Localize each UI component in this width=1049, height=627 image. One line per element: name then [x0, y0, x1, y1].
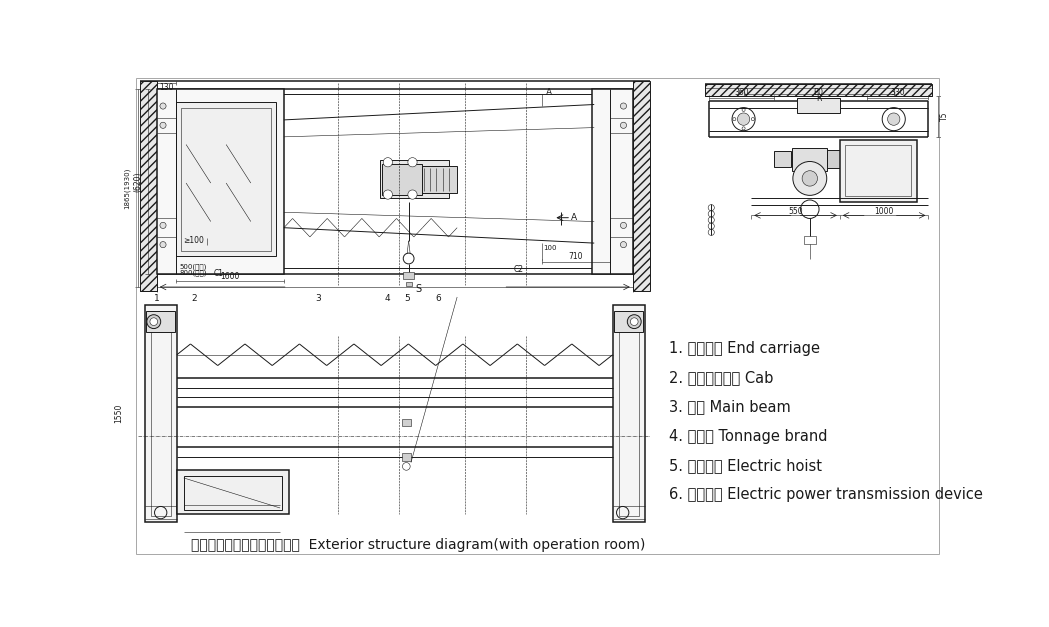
Text: 1550: 1550 — [114, 404, 124, 423]
Text: A: A — [545, 88, 552, 97]
Text: 1: 1 — [154, 294, 159, 303]
Bar — [774, 152, 791, 167]
Circle shape — [793, 162, 827, 196]
Circle shape — [620, 241, 626, 248]
Circle shape — [887, 113, 900, 125]
Circle shape — [620, 223, 626, 228]
Bar — [157, 89, 284, 274]
Bar — [792, 147, 827, 171]
Bar — [705, 85, 933, 96]
Text: 3. 主梁 Main beam: 3. 主梁 Main beam — [669, 399, 791, 414]
Text: 外形结构图（安装有司机室）  Exterior structure diagram(with operation room): 外形结构图（安装有司机室） Exterior structure diagram… — [192, 538, 646, 552]
Text: 3: 3 — [316, 294, 321, 303]
Bar — [184, 476, 282, 510]
Text: (620): (620) — [134, 171, 143, 192]
Bar — [380, 160, 449, 198]
Text: B0: B0 — [814, 88, 823, 97]
Circle shape — [159, 103, 166, 109]
Bar — [423, 166, 457, 193]
Text: 1000: 1000 — [874, 207, 894, 216]
Circle shape — [630, 318, 638, 325]
Text: 4: 4 — [385, 294, 390, 303]
Bar — [402, 419, 411, 426]
Circle shape — [159, 223, 166, 228]
Circle shape — [620, 122, 626, 129]
Text: 1600: 1600 — [220, 271, 239, 281]
Bar — [406, 282, 411, 286]
Circle shape — [159, 241, 166, 248]
Text: 130: 130 — [159, 83, 174, 92]
Bar — [402, 453, 411, 461]
Bar — [146, 311, 175, 332]
Text: S: S — [415, 284, 422, 294]
Text: A: A — [571, 213, 577, 222]
Circle shape — [627, 315, 641, 329]
Bar — [181, 108, 271, 251]
Text: 2. 封闭式司机室 Cab: 2. 封闭式司机室 Cab — [669, 370, 773, 385]
Circle shape — [802, 171, 817, 186]
Bar — [804, 236, 816, 244]
Text: 800(端开): 800(端开) — [180, 269, 208, 276]
Bar — [151, 311, 171, 515]
Bar — [615, 311, 643, 332]
Bar — [382, 164, 422, 194]
Bar — [827, 150, 842, 169]
Bar — [840, 140, 917, 201]
Circle shape — [737, 113, 750, 125]
Text: 1865(1930): 1865(1930) — [124, 167, 130, 209]
Text: R: R — [816, 94, 821, 103]
Bar — [633, 82, 649, 291]
Bar — [177, 470, 288, 514]
Text: 550: 550 — [788, 207, 802, 216]
Bar — [592, 89, 633, 274]
Text: 710: 710 — [569, 253, 583, 261]
Text: 2: 2 — [191, 294, 196, 303]
Text: 5: 5 — [404, 294, 410, 303]
Text: 360: 360 — [734, 88, 749, 97]
Circle shape — [159, 122, 166, 129]
Text: 4. 吨位牌 Tonnage brand: 4. 吨位牌 Tonnage brand — [669, 429, 828, 444]
Bar — [403, 272, 414, 278]
Text: 6: 6 — [435, 294, 441, 303]
Bar — [613, 305, 645, 522]
Circle shape — [150, 318, 157, 325]
Bar — [619, 311, 639, 515]
Text: 330: 330 — [891, 88, 905, 97]
Circle shape — [620, 103, 626, 109]
Circle shape — [383, 190, 392, 199]
Text: C1: C1 — [213, 270, 223, 278]
Text: ≥100: ≥100 — [184, 236, 205, 245]
Circle shape — [383, 157, 392, 167]
Circle shape — [408, 190, 418, 199]
Bar — [797, 98, 840, 113]
Text: 6. 输电装置 Electric power transmission device: 6. 输电装置 Electric power transmission devi… — [669, 487, 983, 502]
Bar — [176, 102, 276, 256]
Circle shape — [147, 315, 160, 329]
Circle shape — [408, 157, 418, 167]
Text: C2: C2 — [514, 265, 523, 274]
Text: 100: 100 — [542, 246, 556, 251]
Text: 1. 端梁装置 End carriage: 1. 端梁装置 End carriage — [669, 341, 820, 356]
Bar — [140, 82, 157, 291]
Text: 500(侧开): 500(侧开) — [180, 263, 208, 270]
Text: T5: T5 — [940, 112, 949, 121]
Text: 5. 电动葫芦 Electric hoist: 5. 电动葫芦 Electric hoist — [669, 458, 822, 473]
Bar — [845, 145, 912, 196]
Bar — [145, 305, 177, 522]
